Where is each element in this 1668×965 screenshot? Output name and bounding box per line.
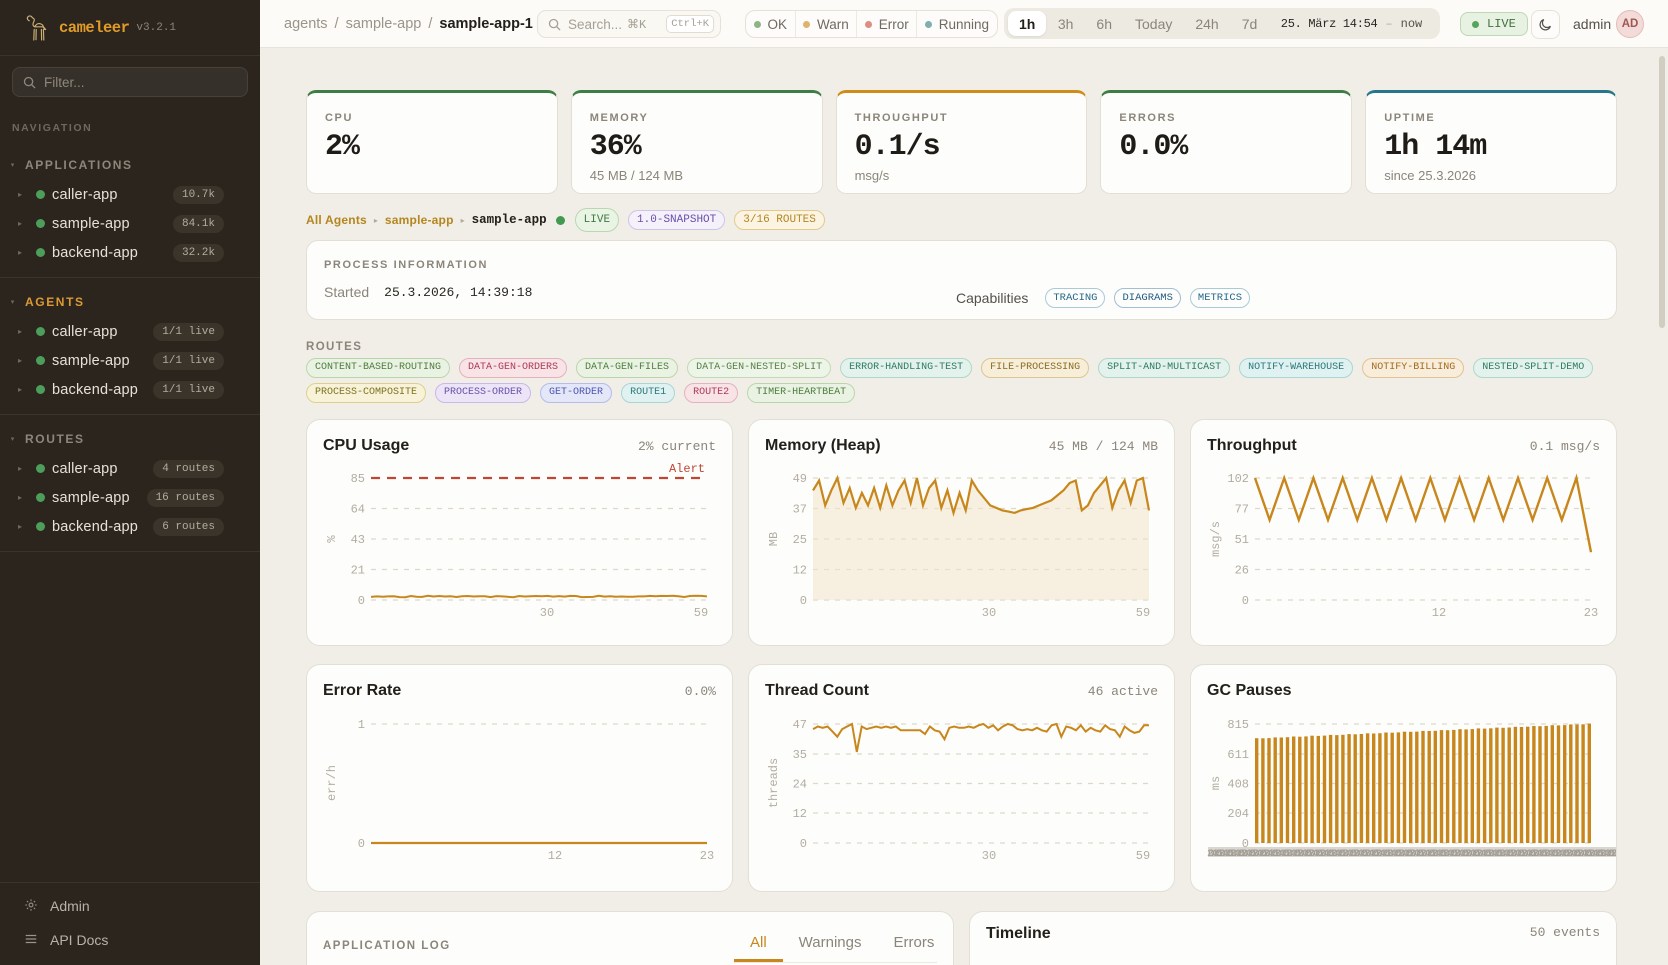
svg-text:30: 30 xyxy=(982,606,996,620)
svg-text:12: 12 xyxy=(793,807,807,821)
svg-text:102: 102 xyxy=(1227,472,1249,486)
svg-text:Alert: Alert xyxy=(669,462,705,476)
svg-text:0: 0 xyxy=(358,837,365,851)
svg-text:20:40:0520:40:0520:40:0520:40:: 20:40:0520:40:0520:40:0520:40:0520:40:05… xyxy=(1207,848,1617,860)
svg-text:0: 0 xyxy=(1242,594,1249,608)
svg-text:815: 815 xyxy=(1227,718,1249,732)
svg-text:25: 25 xyxy=(793,533,807,547)
svg-text:30: 30 xyxy=(540,606,554,620)
svg-text:threads: threads xyxy=(767,758,781,808)
svg-text:ms: ms xyxy=(1209,776,1223,790)
svg-text:204: 204 xyxy=(1227,807,1249,821)
svg-text:12: 12 xyxy=(793,564,807,578)
svg-text:64: 64 xyxy=(351,503,365,517)
svg-text:408: 408 xyxy=(1227,778,1249,792)
svg-text:35: 35 xyxy=(793,748,807,762)
svg-text:0: 0 xyxy=(800,837,807,851)
svg-text:30: 30 xyxy=(982,849,996,863)
svg-text:err/h: err/h xyxy=(325,765,339,801)
svg-text:59: 59 xyxy=(1136,849,1150,863)
svg-text:49: 49 xyxy=(793,472,807,486)
svg-text:59: 59 xyxy=(1136,606,1150,620)
svg-text:26: 26 xyxy=(1235,564,1249,578)
svg-text:23: 23 xyxy=(1584,606,1598,620)
svg-text:0: 0 xyxy=(1242,837,1249,851)
svg-text:85: 85 xyxy=(351,472,365,486)
svg-text:%: % xyxy=(325,535,339,543)
svg-text:0: 0 xyxy=(800,594,807,608)
svg-text:1: 1 xyxy=(358,718,365,732)
svg-text:23: 23 xyxy=(700,849,714,863)
svg-text:12: 12 xyxy=(1432,606,1446,620)
svg-text:51: 51 xyxy=(1235,533,1249,547)
svg-text:37: 37 xyxy=(793,503,807,517)
svg-text:msg/s: msg/s xyxy=(1209,521,1223,557)
svg-text:12: 12 xyxy=(548,849,562,863)
svg-text:77: 77 xyxy=(1235,503,1249,517)
svg-text:59: 59 xyxy=(694,606,708,620)
svg-text:24: 24 xyxy=(793,778,807,792)
svg-text:43: 43 xyxy=(351,533,365,547)
svg-text:MB: MB xyxy=(767,532,781,546)
svg-text:47: 47 xyxy=(793,718,807,732)
svg-text:0: 0 xyxy=(358,594,365,608)
svg-text:611: 611 xyxy=(1227,748,1249,762)
svg-text:21: 21 xyxy=(351,564,365,578)
